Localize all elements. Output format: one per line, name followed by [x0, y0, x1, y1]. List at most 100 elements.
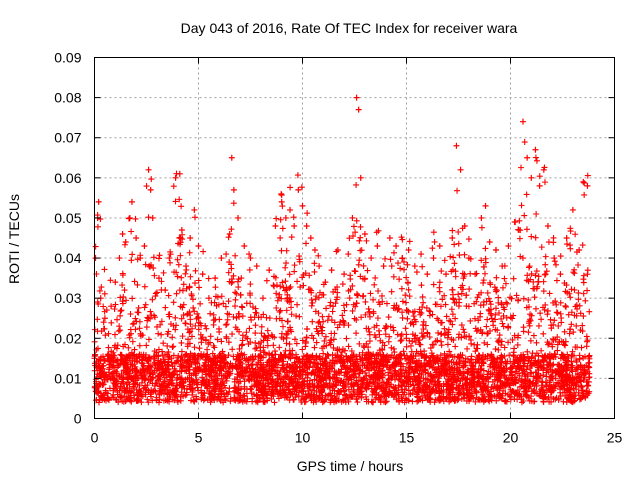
data-point: [160, 269, 167, 276]
data-point: [147, 308, 154, 315]
data-point: [456, 364, 463, 371]
data-point: [228, 226, 235, 233]
data-point: [303, 222, 310, 229]
data-point: [409, 387, 416, 394]
data-point: [172, 385, 179, 392]
data-point: [372, 391, 379, 398]
data-point: [563, 241, 570, 248]
data-point: [295, 186, 302, 193]
data-point: [115, 328, 122, 335]
data-point: [145, 166, 152, 173]
data-point: [149, 380, 156, 387]
data-point: [170, 343, 177, 350]
data-point: [451, 299, 458, 306]
data-point: [416, 341, 423, 348]
data-point: [375, 327, 382, 334]
data-point: [372, 274, 379, 281]
data-point: [428, 350, 435, 357]
data-point: [558, 351, 565, 358]
data-point: [405, 364, 412, 371]
data-point: [312, 308, 319, 315]
data-point: [207, 333, 214, 340]
data-point: [533, 211, 540, 218]
data-point: [445, 390, 452, 397]
data-point: [191, 344, 198, 351]
data-point: [579, 364, 586, 371]
data-point: [253, 344, 260, 351]
data-point: [264, 327, 271, 334]
data-point: [478, 289, 485, 296]
data-point: [538, 244, 545, 251]
data-point: [492, 364, 499, 371]
data-point: [569, 368, 576, 375]
data-point: [226, 230, 233, 237]
data-point: [118, 356, 125, 363]
data-point: [451, 353, 458, 360]
data-point: [277, 392, 284, 399]
data-point: [274, 381, 281, 388]
data-point: [169, 334, 176, 341]
data-point: [443, 381, 450, 388]
data-point: [542, 271, 549, 278]
data-point: [465, 236, 472, 243]
data-point: [327, 337, 334, 344]
data-point: [365, 305, 372, 312]
data-point: [214, 294, 221, 301]
data-point: [298, 184, 305, 191]
data-point: [170, 352, 177, 359]
data-point: [210, 342, 217, 349]
data-point: [514, 396, 521, 403]
data-point: [188, 333, 195, 340]
data-point: [258, 339, 265, 346]
data-point: [120, 360, 127, 367]
data-point: [524, 348, 531, 355]
data-point: [488, 315, 495, 322]
data-point: [293, 391, 300, 398]
data-point: [516, 235, 523, 242]
data-point: [473, 298, 480, 305]
data-point: [101, 290, 108, 297]
data-point: [526, 318, 533, 325]
data-point: [497, 385, 504, 392]
data-point: [290, 214, 297, 221]
data-point: [405, 391, 412, 398]
data-point: [259, 295, 266, 302]
data-point: [303, 240, 310, 247]
data-point: [286, 294, 293, 301]
data-point: [511, 218, 518, 225]
data-point: [495, 346, 502, 353]
data-point: [480, 367, 487, 374]
data-point: [523, 393, 530, 400]
data-point: [356, 340, 363, 347]
data-point: [513, 292, 520, 299]
data-point: [453, 142, 460, 149]
data-point: [495, 294, 502, 301]
data-point: [288, 311, 295, 318]
data-point: [460, 362, 467, 369]
data-point: [497, 394, 504, 401]
data-point: [270, 378, 277, 385]
data-point: [583, 333, 590, 340]
data-point: [545, 361, 552, 368]
data-point: [355, 261, 362, 268]
data-point: [509, 363, 516, 370]
data-point: [238, 342, 245, 349]
y-tick-label: 0.04: [54, 250, 81, 266]
data-point: [138, 399, 145, 406]
data-point: [338, 366, 345, 373]
data-point: [180, 281, 187, 288]
data-point: [507, 314, 514, 321]
data-point: [368, 373, 375, 380]
data-point: [264, 342, 271, 349]
data-point: [159, 352, 166, 359]
data-point: [568, 321, 575, 328]
data-point: [118, 307, 125, 314]
data-point: [548, 322, 555, 329]
data-point: [125, 344, 132, 351]
data-point: [568, 353, 575, 360]
data-point: [212, 359, 219, 366]
data-point: [222, 321, 229, 328]
data-point: [485, 396, 492, 403]
data-point: [541, 179, 548, 186]
data-point: [471, 386, 478, 393]
